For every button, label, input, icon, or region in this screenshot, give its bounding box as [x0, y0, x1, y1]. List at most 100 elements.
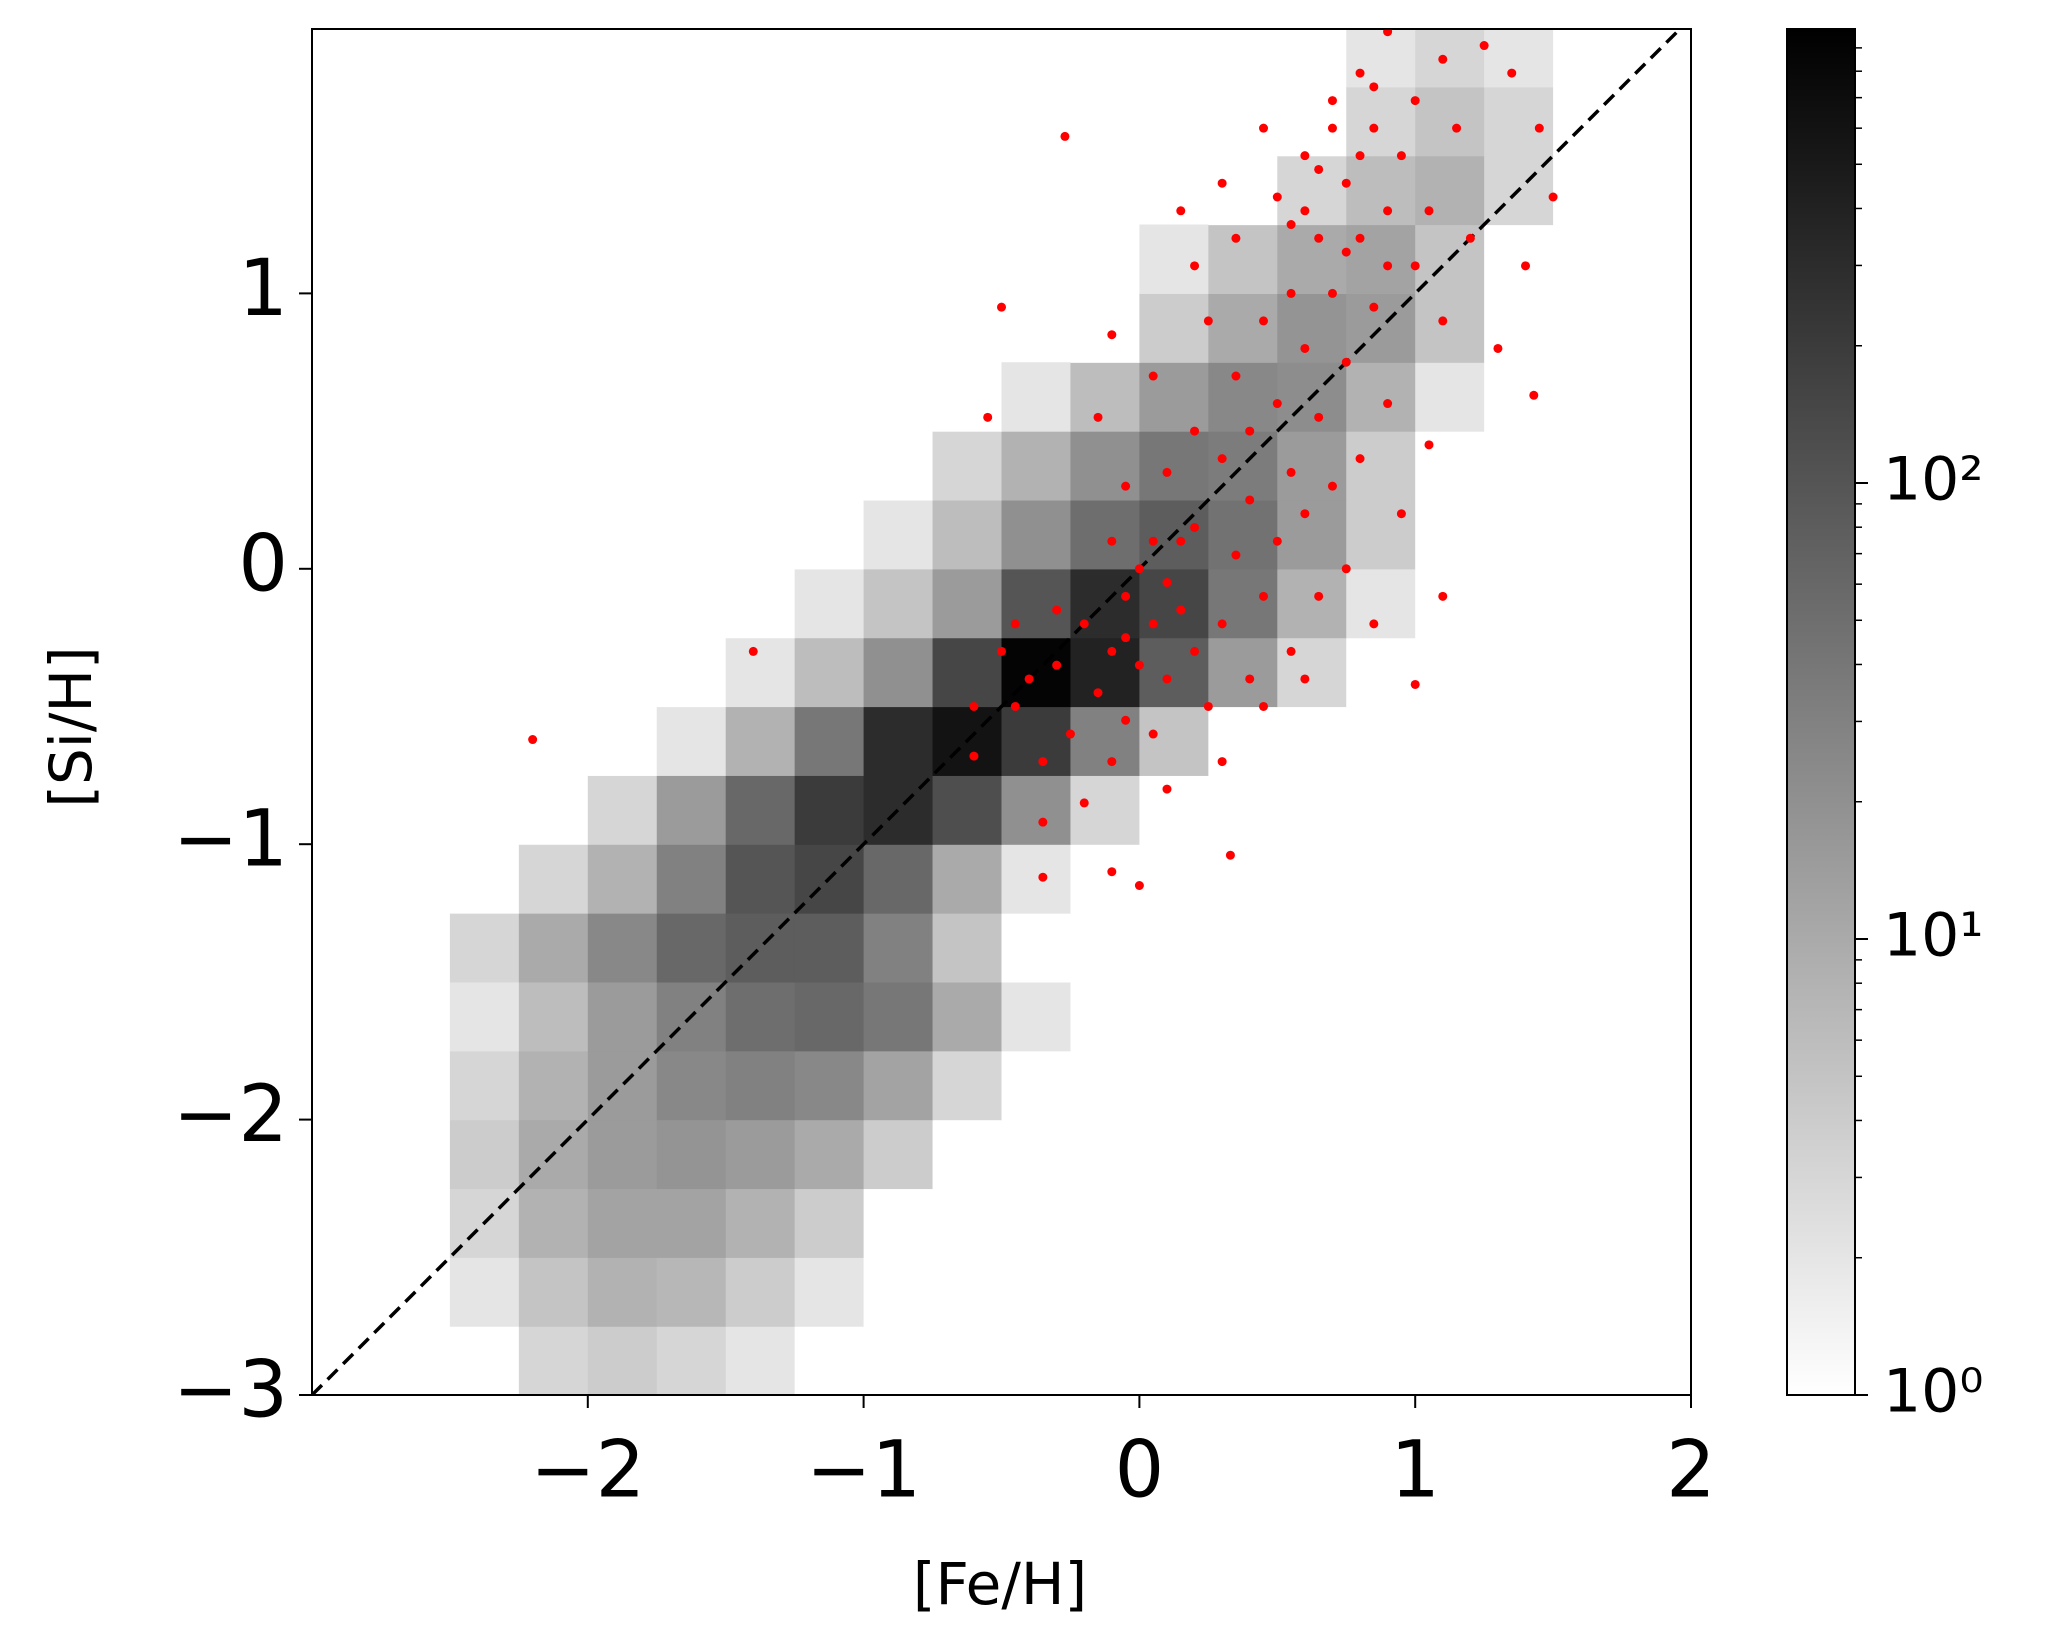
hist-cell — [795, 431, 865, 500]
hist-cell — [381, 362, 451, 431]
hist-cell — [1001, 706, 1072, 776]
hist-cell — [1484, 29, 1554, 88]
scatter-point — [1052, 660, 1062, 670]
scatter-point — [1217, 619, 1227, 629]
scatter-point — [1162, 578, 1172, 588]
hist-cell — [1346, 431, 1416, 501]
hist-cell — [519, 293, 589, 362]
hist-cell — [587, 1188, 658, 1258]
hist-cell — [1277, 844, 1347, 913]
hist-cell — [1277, 293, 1347, 363]
hist-cell — [725, 1050, 796, 1121]
hist-cell — [1622, 1188, 1692, 1257]
scatter-point — [1341, 564, 1351, 574]
hist-cell — [312, 913, 382, 982]
hist-cell — [312, 156, 382, 225]
hist-cell — [795, 225, 865, 294]
hist-cell — [588, 293, 658, 362]
scatter-point — [1369, 82, 1379, 92]
hist-cell — [381, 982, 451, 1051]
scatter-point — [1327, 96, 1337, 106]
hist-cell — [1001, 844, 1072, 914]
scatter-point — [1259, 701, 1269, 711]
scatter-point — [1396, 151, 1406, 161]
hist-cell — [1208, 362, 1278, 432]
hist-cell — [1484, 982, 1554, 1051]
hist-cell — [1001, 775, 1072, 845]
scatter-point — [1259, 591, 1269, 601]
hist-cell — [588, 500, 658, 569]
hist-cell — [863, 913, 934, 983]
hist-cell — [1002, 1326, 1072, 1395]
hist-cell — [656, 1119, 727, 1190]
hist-cell — [1139, 224, 1209, 294]
hist-cell — [449, 844, 520, 914]
hist-cell — [1346, 29, 1416, 88]
hist-cell — [587, 1119, 658, 1190]
hist-cell — [1346, 844, 1416, 913]
scatter-point — [1383, 399, 1393, 409]
hist-cell — [932, 1119, 1003, 1190]
hist-cell — [1001, 1050, 1072, 1121]
hist-cell — [380, 1119, 451, 1190]
hist-cell — [1415, 1326, 1485, 1395]
scatter-point — [1424, 206, 1434, 216]
hist-cell — [1415, 431, 1485, 501]
hist-cell — [1277, 155, 1347, 226]
hist-cell — [1139, 982, 1209, 1051]
hist-cell — [1139, 1051, 1209, 1120]
hist-cell — [1484, 638, 1554, 707]
scatter-point — [1521, 261, 1531, 271]
hist-cell — [1277, 775, 1347, 844]
hist-cell — [726, 362, 796, 431]
hist-cell — [1070, 225, 1140, 294]
hist-cell — [450, 569, 520, 638]
hist-cell — [932, 1050, 1003, 1121]
hist-cell — [794, 706, 865, 776]
scatter-point — [1438, 54, 1448, 64]
hist-cell — [1208, 1188, 1278, 1257]
hist-cell — [450, 225, 520, 294]
scatter-point — [748, 646, 758, 656]
hist-cell — [588, 362, 658, 431]
hist-cell — [1139, 1326, 1209, 1395]
scatter-point — [1010, 701, 1020, 711]
hist-cell — [1346, 1257, 1416, 1326]
hist-cell — [657, 500, 727, 569]
scatter-point — [1410, 96, 1420, 106]
hist-cell — [1553, 638, 1623, 707]
hist-cell — [1622, 362, 1692, 431]
hist-cell — [1001, 499, 1072, 570]
scatter-point — [1438, 591, 1448, 601]
hist-cell — [794, 637, 865, 708]
colorbar-tick-label: 10⁰ — [1883, 1357, 1983, 1427]
scatter-point — [1093, 688, 1103, 698]
hist-cell — [1208, 637, 1278, 708]
hist-cell — [1277, 1051, 1347, 1120]
hist-cell — [1415, 86, 1485, 157]
hist-cell — [381, 156, 451, 225]
hist-cell — [1001, 362, 1072, 432]
scatter-point — [1190, 646, 1200, 656]
hist-cell — [381, 706, 451, 775]
hist-cell — [312, 844, 382, 913]
hist-cell — [657, 225, 727, 294]
scatter-point — [1024, 674, 1034, 684]
scatter-point — [1383, 261, 1393, 271]
hist-cell — [932, 431, 1003, 501]
hist-cell — [449, 1257, 520, 1327]
hist-cell — [519, 156, 589, 225]
hist-cell — [1277, 1257, 1347, 1326]
hist-cell — [1622, 1051, 1692, 1120]
scatter-point — [1355, 233, 1365, 243]
hist-cell — [1070, 1257, 1140, 1326]
hist-cell — [450, 638, 520, 707]
scatter-point — [1286, 220, 1296, 230]
scatter-point — [1383, 206, 1393, 216]
hist-cell — [1070, 87, 1140, 156]
plot-frame — [311, 28, 1692, 1396]
hist-cell — [1139, 568, 1209, 639]
hist-cell — [1622, 913, 1692, 982]
scatter-point — [1286, 467, 1296, 477]
